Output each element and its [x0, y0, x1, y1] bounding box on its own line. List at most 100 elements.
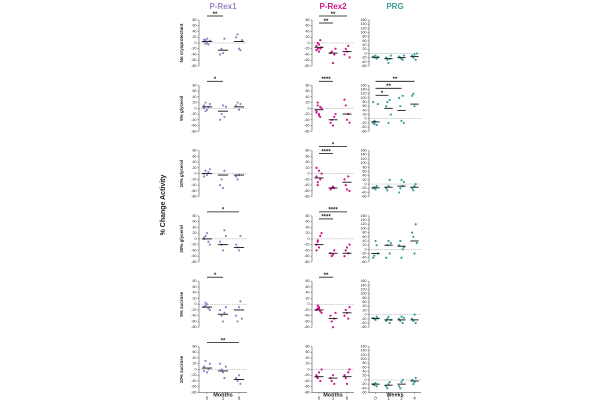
y-tick-label: 80 — [193, 214, 197, 218]
data-point — [376, 103, 379, 106]
x-axis-label: Weeks — [386, 392, 403, 398]
y-tick-label: 40 — [193, 95, 197, 99]
y-tick-label: 20 — [363, 113, 367, 117]
data-point — [386, 58, 389, 61]
y-tick-label: 0 — [365, 51, 367, 55]
data-point — [373, 384, 376, 387]
y-tick-label: 80 — [363, 231, 367, 235]
y-tick-label: -60 — [361, 325, 366, 329]
y-tick-label: 80 — [193, 149, 197, 153]
y-tick-label: -20 — [361, 317, 366, 321]
data-point — [316, 47, 319, 50]
data-point — [331, 124, 335, 127]
data-point — [224, 365, 227, 368]
data-point — [204, 110, 207, 113]
data-point — [239, 102, 242, 106]
data-point — [413, 185, 416, 188]
y-tick-label: -40 — [361, 125, 366, 129]
data-point — [385, 56, 388, 59]
y-tick-label: 0 — [365, 313, 367, 317]
data-point — [411, 94, 414, 97]
data-point — [398, 96, 401, 99]
data-point — [412, 92, 415, 95]
data-point — [343, 255, 346, 258]
data-point — [375, 57, 378, 60]
data-point — [236, 320, 239, 323]
data-point — [205, 37, 209, 40]
data-point — [219, 118, 222, 121]
y-tick-label: 80 — [306, 214, 310, 218]
y-tick-label: -60 — [304, 124, 309, 128]
data-point — [223, 37, 226, 40]
data-point — [220, 112, 223, 116]
y-tick-label: -80 — [304, 64, 309, 68]
y-tick-label: -20 — [191, 47, 196, 51]
y-tick-label: -60 — [191, 319, 196, 323]
column-title: P-Rex2 — [319, 2, 347, 11]
data-point — [207, 171, 210, 174]
data-point — [315, 111, 318, 114]
data-point — [389, 113, 392, 116]
y-tick-label: 140 — [361, 153, 367, 157]
data-point — [414, 321, 417, 325]
significance-label: ** — [221, 338, 226, 344]
y-tick-label: 80 — [363, 165, 367, 169]
y-tick-label: 20 — [363, 308, 367, 312]
significance-label: **** — [321, 149, 331, 155]
y-tick-label: 80 — [363, 100, 367, 104]
y-tick-label: 60 — [193, 285, 197, 289]
significance-label: * — [222, 208, 225, 214]
y-tick-label: -60 — [304, 189, 309, 193]
data-point — [385, 256, 388, 259]
y-tick-label: -60 — [304, 319, 309, 323]
data-point — [387, 383, 390, 386]
data-point — [203, 107, 206, 110]
data-point — [320, 232, 323, 235]
data-point — [400, 256, 403, 259]
data-point — [401, 58, 404, 61]
data-point — [207, 307, 210, 310]
y-tick-label: -60 — [361, 64, 366, 68]
y-tick-label: -20 — [361, 186, 366, 190]
y-tick-label: 160 — [361, 149, 367, 153]
data-point — [207, 368, 210, 371]
data-point — [415, 52, 418, 55]
data-point — [373, 119, 376, 122]
data-point — [375, 315, 378, 318]
y-tick-label: 100 — [361, 96, 367, 100]
x-tick-label: 6 — [346, 396, 349, 400]
data-point — [235, 104, 238, 107]
y-tick-label: 60 — [306, 24, 310, 28]
data-point — [221, 320, 225, 323]
y-tick-label: 80 — [193, 344, 197, 348]
y-tick-label: -40 — [361, 321, 366, 325]
data-point — [402, 180, 405, 184]
data-point — [239, 382, 242, 385]
data-point — [385, 319, 388, 323]
data-point — [235, 175, 238, 178]
data-point — [388, 178, 391, 181]
data-point — [347, 44, 350, 47]
x-axis-label: Months — [323, 392, 343, 398]
data-point — [237, 305, 241, 309]
data-point — [399, 187, 402, 190]
y-tick-label: 100 — [361, 161, 367, 165]
y-tick-label: 20 — [306, 362, 310, 366]
data-point — [386, 100, 389, 104]
significance-label: * — [214, 77, 217, 83]
y-tick-label: -60 — [361, 195, 366, 199]
data-point — [236, 101, 239, 104]
data-point — [223, 311, 226, 314]
y-tick-label: 0 — [365, 182, 367, 186]
y-tick-label: 40 — [306, 225, 310, 229]
data-point — [372, 256, 375, 259]
data-point — [317, 169, 321, 172]
data-point — [348, 121, 351, 124]
y-tick-label: 60 — [363, 39, 367, 43]
y-tick-label: 40 — [193, 291, 197, 295]
data-point — [343, 314, 346, 317]
y-tick-label: 20 — [306, 296, 310, 300]
data-point — [317, 246, 321, 249]
data-point — [240, 39, 243, 42]
y-tick-label: 140 — [361, 283, 367, 287]
